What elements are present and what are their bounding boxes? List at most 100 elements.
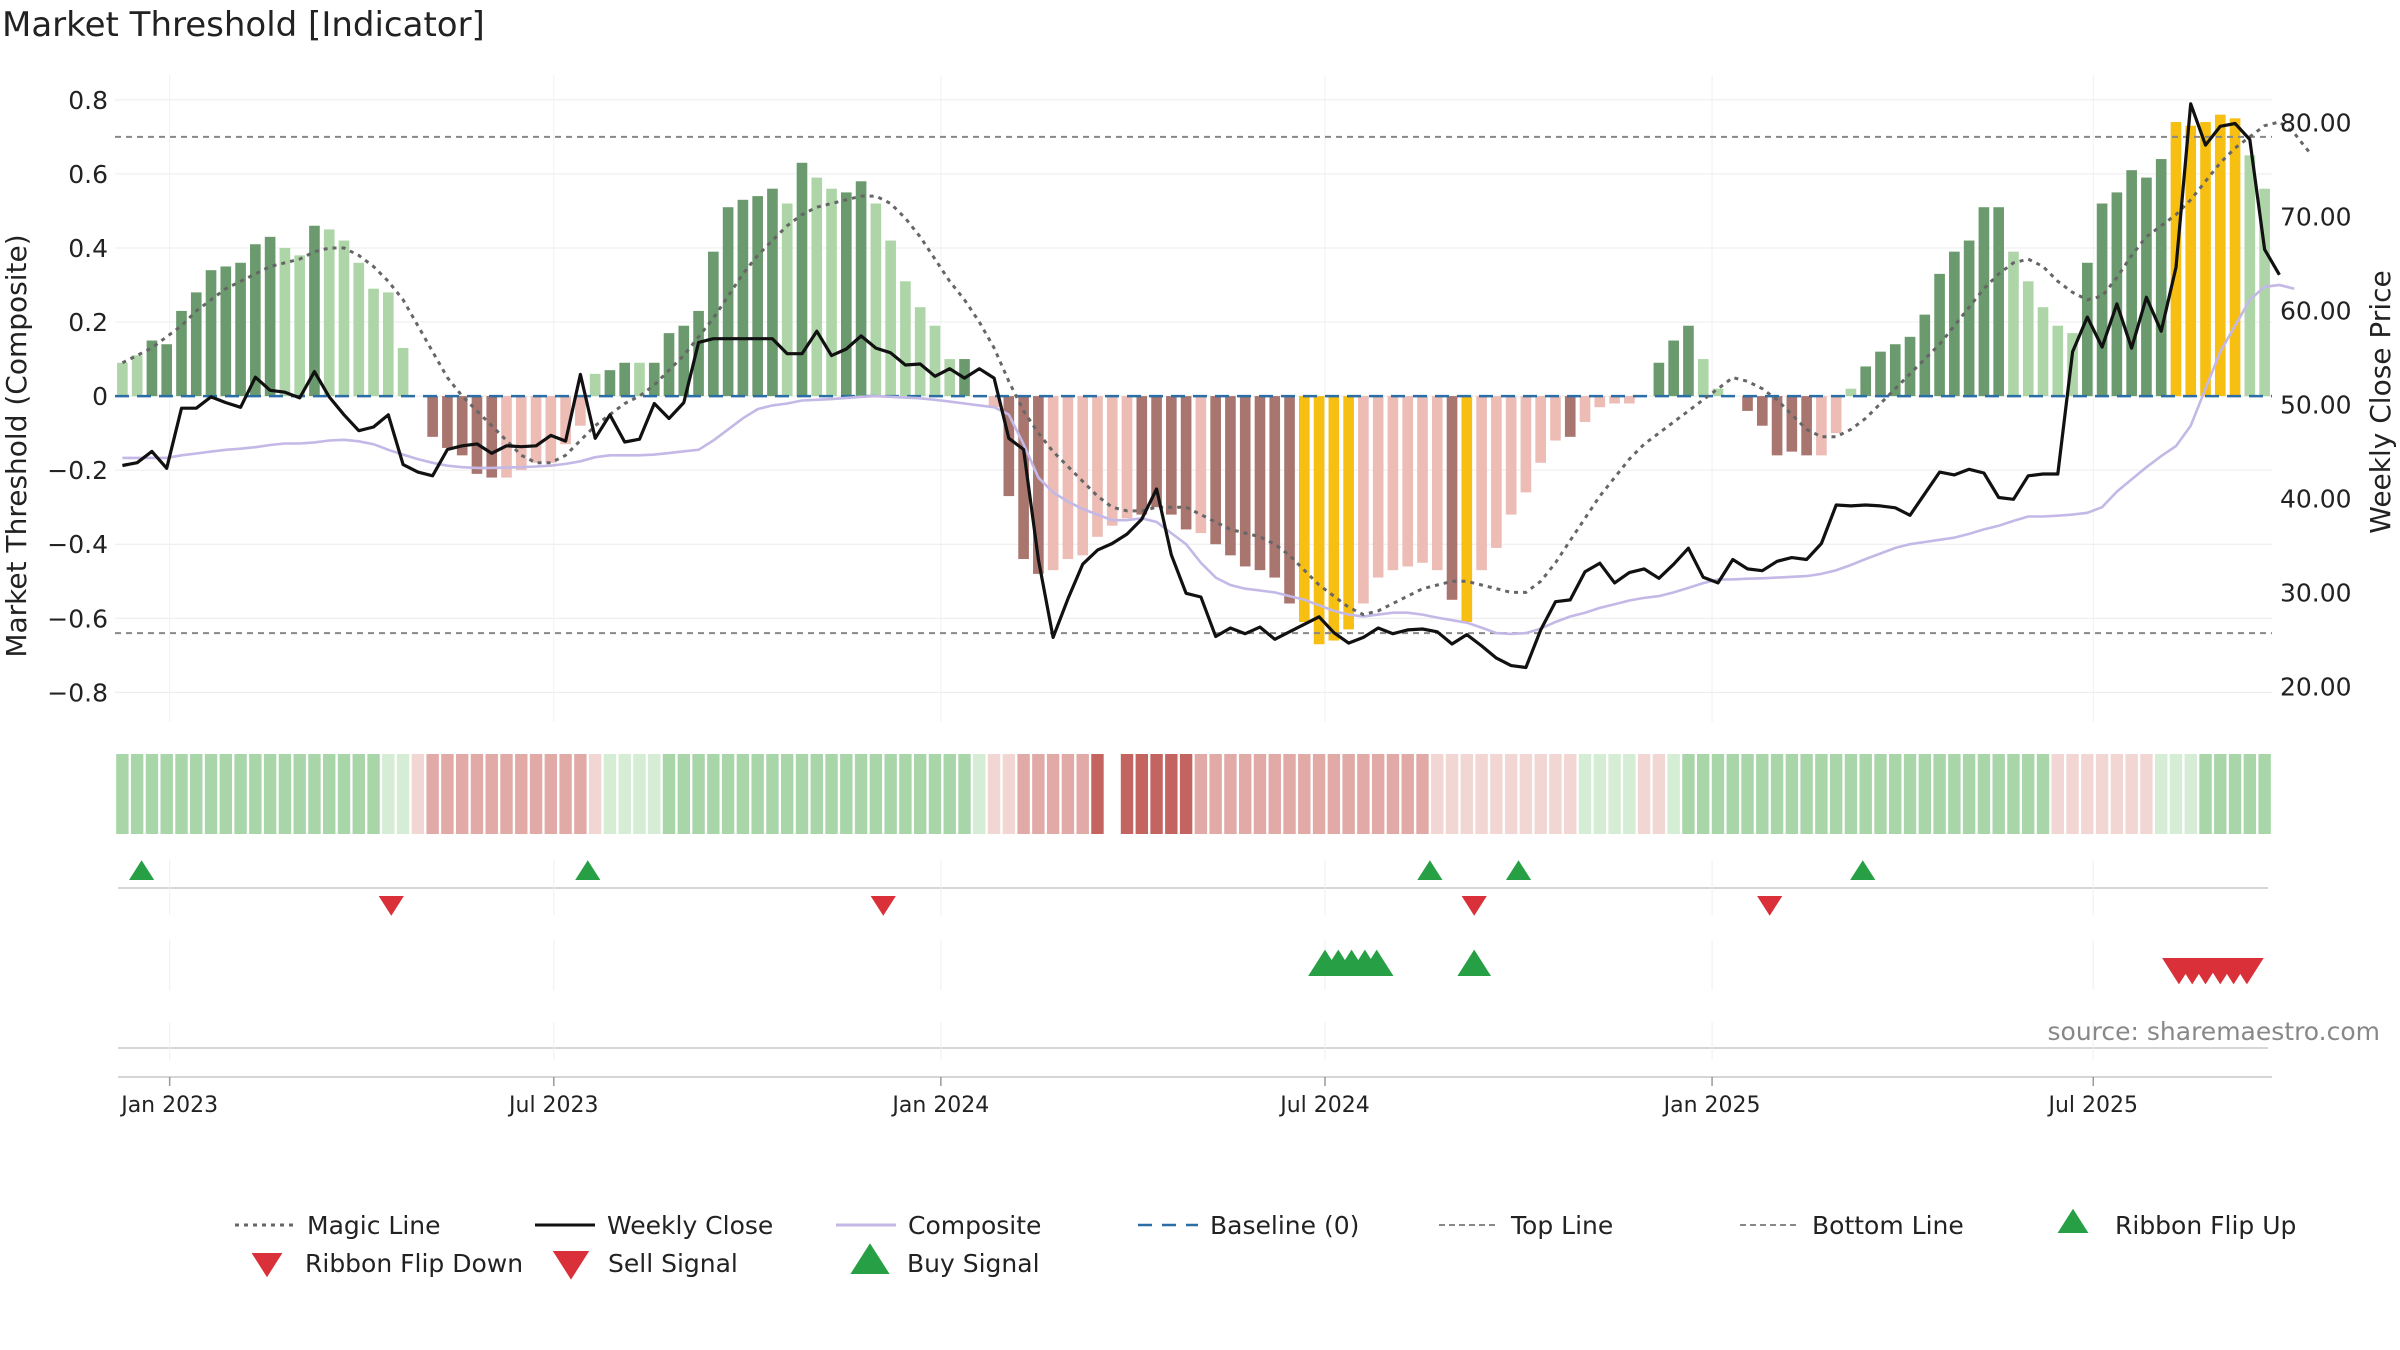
ribbon-cell: [854, 754, 868, 834]
ribbon-cell: [1889, 754, 1902, 834]
composite-bar: [1889, 344, 1901, 397]
ribbon-cell: [1475, 754, 1488, 834]
ribbon-cell: [2125, 754, 2138, 834]
ribbon-cell: [766, 754, 779, 834]
ribbon-cell: [1460, 754, 1474, 834]
ribbon-cell: [1859, 754, 1872, 834]
composite-bar: [117, 362, 128, 397]
legend-item: Ribbon Flip Up: [2057, 1208, 2296, 1240]
composite-bar: [146, 340, 158, 397]
legend-label: Weekly Close: [607, 1211, 773, 1240]
composite-bar: [1461, 396, 1473, 623]
composite-bar: [1816, 396, 1827, 456]
composite-bar: [1003, 396, 1015, 497]
ribbon-cell: [1490, 754, 1503, 834]
ribbon-cell: [426, 754, 439, 834]
composite-bar: [1624, 396, 1635, 404]
ribbon-cell: [485, 754, 498, 834]
ribbon-cell: [204, 754, 218, 834]
ribbon-cell: [1504, 754, 1518, 834]
y-axis-label: Market Threshold (Composite): [0, 234, 33, 657]
ribbon-cell: [1032, 754, 1045, 834]
composite-bar: [1210, 396, 1221, 545]
composite-bar: [1121, 396, 1133, 519]
ribbon-cell: [160, 754, 173, 834]
ribbon-cell: [840, 754, 853, 834]
ribbon-cell: [633, 754, 646, 834]
composite-bar: [811, 177, 823, 397]
ribbon-cell: [899, 754, 912, 834]
ribbon-cell: [219, 754, 233, 834]
ribbon-cell: [1091, 754, 1104, 834]
ribbon-cell: [751, 754, 764, 834]
ribbon-flip-down-marker: [1461, 896, 1487, 916]
legend-label: Bottom Line: [1812, 1211, 1964, 1240]
legend: Magic Line Weekly Close Composite Baseline …: [235, 1208, 2296, 1280]
composite-bar: [2111, 192, 2123, 397]
ribbon-cell: [603, 754, 617, 834]
ribbon-cell: [2258, 754, 2271, 834]
composite-bar: [1372, 396, 1384, 578]
x-tick-label: Jul 2025: [2046, 1093, 2138, 1118]
composite-bar: [368, 288, 379, 397]
composite-bar: [1697, 359, 1709, 397]
legend-label: Composite: [908, 1211, 1041, 1240]
ribbon-cell: [367, 754, 380, 834]
composite-bar: [1949, 251, 1960, 397]
y-tick-label: 0.6: [68, 160, 108, 189]
x-tick-label: Jul 2024: [1278, 1093, 1370, 1118]
ribbon-cell: [559, 754, 572, 834]
ribbon-flip-down-marker: [870, 896, 896, 916]
ribbon-cell: [2051, 754, 2064, 834]
composite-bar: [1313, 396, 1325, 645]
composite-bar: [1417, 396, 1428, 563]
ribbon-cell: [411, 754, 425, 834]
composite-bar: [1668, 340, 1679, 397]
ribbon-cell: [1741, 754, 1754, 834]
ribbon-cell: [278, 754, 292, 834]
ribbon-cell: [2140, 754, 2153, 834]
ribbon-cell: [781, 754, 794, 834]
composite-bar: [250, 244, 261, 397]
composite-bar: [264, 236, 276, 397]
ribbon-flip-up-marker: [1850, 860, 1876, 880]
composite-bar: [900, 281, 911, 397]
ribbon-cell: [323, 754, 336, 834]
ribbon-cell: [1667, 754, 1680, 834]
gridlines: [115, 75, 2272, 722]
composite-bar: [2244, 155, 2256, 397]
ribbon-cell: [1224, 754, 1237, 834]
ribbon-cell: [2199, 754, 2212, 834]
y2-tick-label: 50.00: [2280, 390, 2352, 419]
ribbon-cell: [1770, 754, 1784, 834]
ribbon-cell: [973, 754, 986, 834]
composite-bar: [1195, 396, 1207, 534]
ribbon-cell: [455, 754, 469, 834]
composite-bar: [1328, 396, 1340, 641]
ribbon-cell: [958, 754, 971, 834]
ribbon-cell: [1386, 754, 1400, 834]
ribbon-cell: [1401, 754, 1414, 834]
composite-bar: [2096, 203, 2108, 397]
composite-bar: [1387, 396, 1399, 571]
ribbon-cell: [1534, 754, 1547, 834]
ribbon-cell: [913, 754, 927, 834]
ribbon-cell: [1756, 754, 1769, 834]
ribbon-cell: [1977, 754, 1991, 834]
ribbon-cell: [2214, 754, 2227, 834]
composite-bar: [323, 229, 335, 397]
legend-label: Ribbon Flip Up: [2115, 1211, 2296, 1240]
ribbon-cell: [1578, 754, 1592, 834]
ribbon-cell: [884, 754, 897, 834]
composite-bar: [2214, 114, 2226, 397]
composite-bar: [840, 192, 852, 397]
composite-line: [122, 283, 2295, 636]
composite-bar: [1742, 396, 1753, 411]
composite-bar: [353, 262, 365, 397]
ribbon-cell: [2243, 754, 2257, 834]
composite-bar: [589, 373, 601, 397]
composite-bar: [2037, 307, 2049, 397]
ribbon-cell: [1564, 754, 1577, 834]
composite-bar: [1550, 396, 1561, 441]
